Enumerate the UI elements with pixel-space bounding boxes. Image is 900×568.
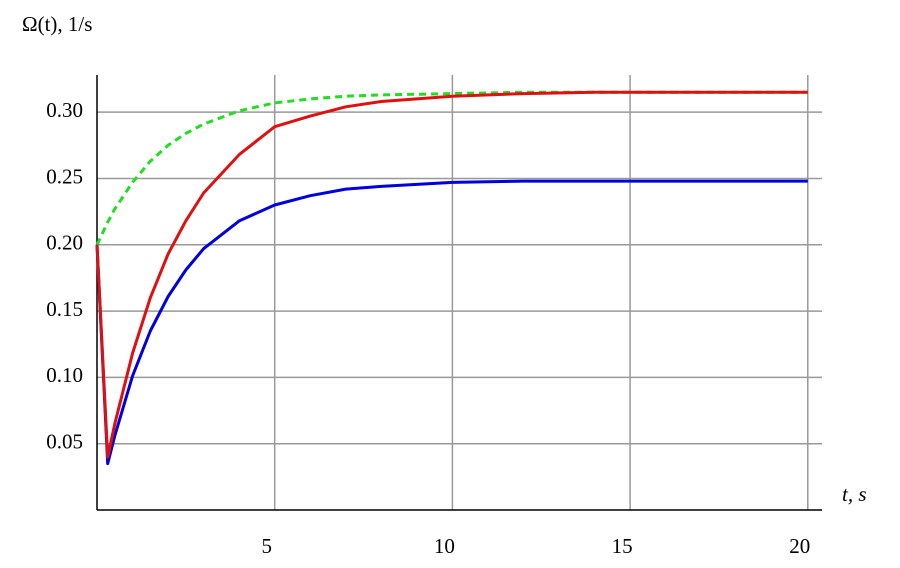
y-axis-label: Ω(t), 1/s xyxy=(22,12,92,36)
y-tick-label: 0.20 xyxy=(46,231,83,255)
series-line xyxy=(95,90,808,459)
x-tick-label: 15 xyxy=(612,534,633,558)
y-tick-label: 0.15 xyxy=(46,297,83,321)
x-tick-label: 20 xyxy=(789,534,810,558)
series-line xyxy=(95,179,808,466)
y-tick-label: 0.30 xyxy=(46,98,83,122)
x-axis-label: t, s xyxy=(842,482,867,506)
x-tick-label: 10 xyxy=(434,534,455,558)
y-tick-label: 0.25 xyxy=(46,164,83,188)
y-tick-label: 0.10 xyxy=(46,363,83,387)
y-tick-label: 0.05 xyxy=(46,430,83,454)
x-tick-label: 5 xyxy=(261,534,272,558)
